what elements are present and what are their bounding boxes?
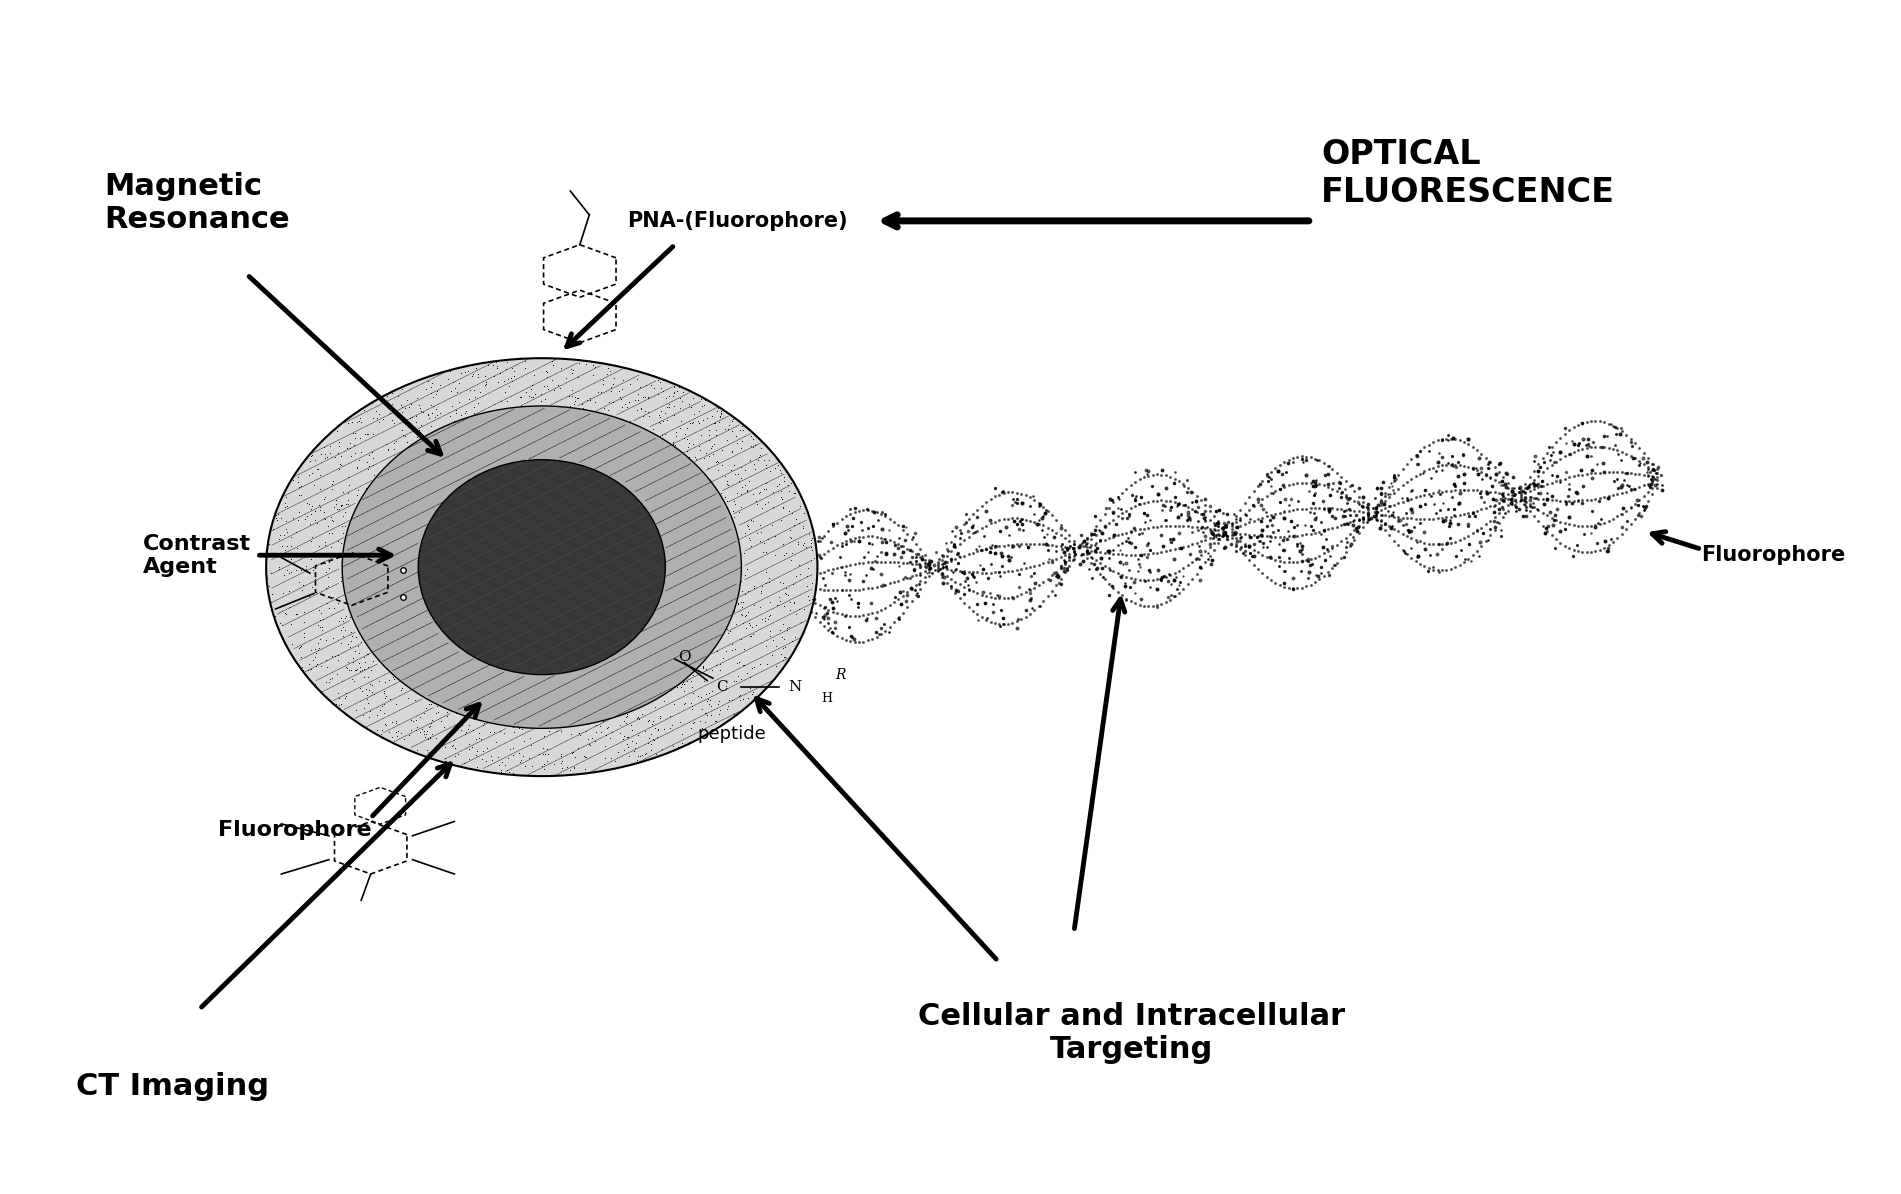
Text: Magnetic
Resonance: Magnetic Resonance [105,172,291,234]
Text: C: C [717,679,728,694]
Text: PNA-(Fluorophore): PNA-(Fluorophore) [627,211,848,230]
Text: O: O [679,650,690,664]
Text: CT Imaging: CT Imaging [76,1072,270,1101]
Text: R: R [835,667,846,682]
Text: Fluorophore: Fluorophore [1701,546,1846,565]
Text: Contrast
Agent: Contrast Agent [143,534,251,577]
Text: H: H [821,693,833,704]
Text: OPTICAL
FLUORESCENCE: OPTICAL FLUORESCENCE [1321,137,1616,209]
Ellipse shape [342,406,741,728]
Ellipse shape [266,358,817,776]
Text: peptide: peptide [698,725,766,744]
Text: Fluorophore: Fluorophore [219,820,371,839]
Ellipse shape [418,460,665,675]
Text: Cellular and Intracellular
Targeting: Cellular and Intracellular Targeting [918,1002,1344,1064]
Text: N: N [789,679,800,694]
